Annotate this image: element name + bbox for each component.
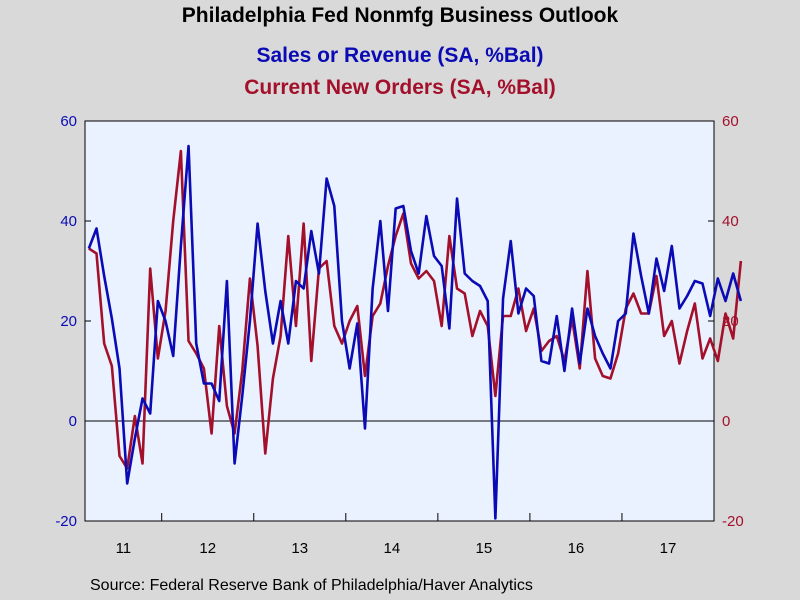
y-tick-label-right: 0 <box>722 413 730 430</box>
chart-subtitle-orders: Current New Orders (SA, %Bal) <box>244 76 556 99</box>
chart-subtitle-sales: Sales or Revenue (SA, %Bal) <box>256 44 544 67</box>
y-tick-label-left: -20 <box>55 513 77 530</box>
x-year-label: 12 <box>199 540 216 557</box>
x-year-label: 13 <box>291 540 308 557</box>
chart-title: Philadelphia Fed Nonmfg Business Outlook <box>181 4 619 27</box>
x-year-label: 17 <box>660 540 677 557</box>
y-tick-label-left: 40 <box>60 213 77 230</box>
y-tick-label-right: 60 <box>722 113 739 130</box>
y-tick-label-left: 20 <box>60 313 77 330</box>
x-year-label: 14 <box>383 540 400 557</box>
x-year-label: 16 <box>568 540 585 557</box>
y-tick-label-right: 40 <box>722 213 739 230</box>
y-tick-label-left: 0 <box>69 413 77 430</box>
y-tick-label-left: 60 <box>60 113 77 130</box>
series-line-sales <box>87 144 743 520</box>
x-year-label: 15 <box>476 540 493 557</box>
y-tick-label-right: -20 <box>722 513 744 530</box>
x-year-label: 11 <box>116 540 132 557</box>
source-note: Source: Federal Reserve Bank of Philadel… <box>90 577 533 594</box>
